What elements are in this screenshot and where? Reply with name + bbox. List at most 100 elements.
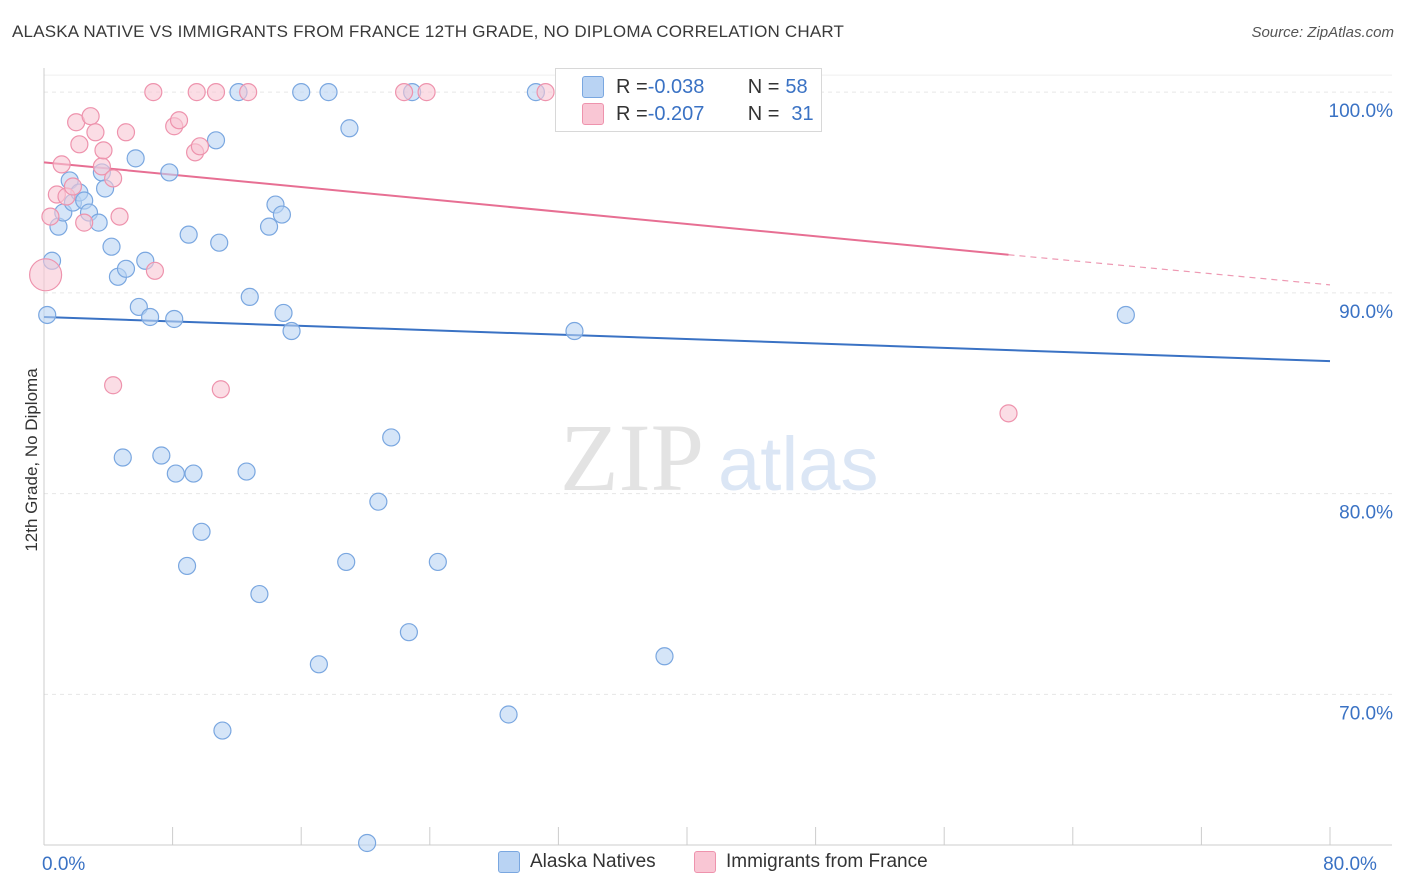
data-point [237,462,256,481]
data-point [240,287,259,306]
x-tick-label: 80.0% [1323,854,1377,875]
data-point [499,705,518,724]
data-point [140,307,160,327]
y-tick-label: 70.0% [1339,703,1393,724]
data-point [29,258,63,292]
data-point [399,623,419,642]
data-point [272,205,292,224]
y-tick-label: 80.0% [1339,503,1393,524]
legend-r-value: -0.207 [647,102,705,125]
legend-r-label: R = [616,102,648,125]
data-points [29,83,1135,853]
data-point [340,119,359,138]
data-point [63,177,83,196]
legend-n-value: 58 [785,75,808,98]
series-legend-immigrants-from-france: Immigrants from France [694,851,928,873]
data-point [259,217,279,236]
data-point [394,83,414,102]
data-point [126,149,145,168]
legend-n-label: N = [747,102,780,125]
legend-row-alaska-natives: R = -0.038 N = 58 [582,74,808,100]
data-point [116,259,136,278]
data-point [52,155,71,174]
series-swatch-immigrants-from-france [694,851,716,873]
data-point [166,464,185,483]
data-point [565,321,584,341]
legend-r-label: R = [616,75,648,98]
series-label-immigrants-from-france: Immigrants from France [726,851,928,872]
data-point [309,655,328,674]
data-point [184,464,203,483]
x-tick-label: 0.0% [42,854,85,875]
data-point [536,83,555,102]
data-point [292,83,311,102]
y-axis-label: 12th Grade, No Diploma [22,368,41,552]
data-point [177,556,197,576]
data-point [369,492,388,511]
watermark-atlas: atlas [718,422,879,507]
legend-r-value: -0.038 [647,75,705,98]
data-point [104,376,123,395]
legend-row-immigrants-from-france: R = -0.207 N = 31 [582,101,814,127]
legend-swatch-immigrants-from-france [582,103,604,125]
trend-lines [43,161,1331,363]
legend-n-label: N = [747,75,780,98]
data-point [319,83,338,102]
watermark: ZIP atlas [560,404,879,511]
legend-n-value: 31 [791,102,814,125]
data-point [190,137,210,156]
data-point [70,135,89,154]
data-point [210,233,229,252]
data-point [192,522,211,541]
data-point [94,141,113,160]
legend-swatch-alaska-natives [582,76,604,98]
data-point [206,83,226,102]
data-point [382,428,401,447]
y-tick-label: 90.0% [1339,302,1393,323]
grid-lines [44,74,1392,695]
chart-title: ALASKA NATIVE VS IMMIGRANTS FROM FRANCE … [12,22,845,41]
data-point [428,552,447,572]
tick-labels: 100.0% 90.0% 80.0% 70.0% 0.0% 80.0% [42,101,1393,875]
data-point [213,721,232,740]
axes [43,68,1392,846]
data-point [81,107,100,126]
data-point [110,207,129,226]
data-point [38,305,57,325]
data-point [145,261,165,280]
source-label: Source: ZipAtlas.com [1251,24,1394,41]
trend-line-1 [43,161,1009,256]
data-point [337,552,356,572]
data-point [250,584,269,604]
series-swatch-alaska-natives [498,851,520,873]
data-point [152,446,171,465]
data-point [86,123,105,142]
data-point [41,207,60,226]
data-point [113,448,132,467]
watermark-zip: ZIP [560,404,704,511]
data-point [160,163,179,182]
series-legend-alaska-natives: Alaska Natives [498,851,656,873]
y-tick-label: 100.0% [1329,101,1394,122]
trend-line-0 [43,315,1331,363]
data-point [358,833,377,853]
data-point [187,83,206,102]
data-point [104,169,123,188]
data-point [211,380,230,399]
data-point [999,404,1018,423]
data-point [116,123,136,142]
data-point [169,111,189,130]
data-point [1116,305,1135,325]
data-point [239,83,258,102]
data-point [417,83,436,102]
correlation-legend: R = -0.038 N = 58 R = -0.207 N = 31 [555,68,822,132]
data-point [144,83,163,102]
trend-line-extension-1 [1008,254,1331,286]
data-point [282,321,301,341]
data-point [102,237,121,256]
data-point [75,213,94,232]
data-point [274,303,293,323]
data-point [165,309,184,329]
data-point [179,225,198,244]
